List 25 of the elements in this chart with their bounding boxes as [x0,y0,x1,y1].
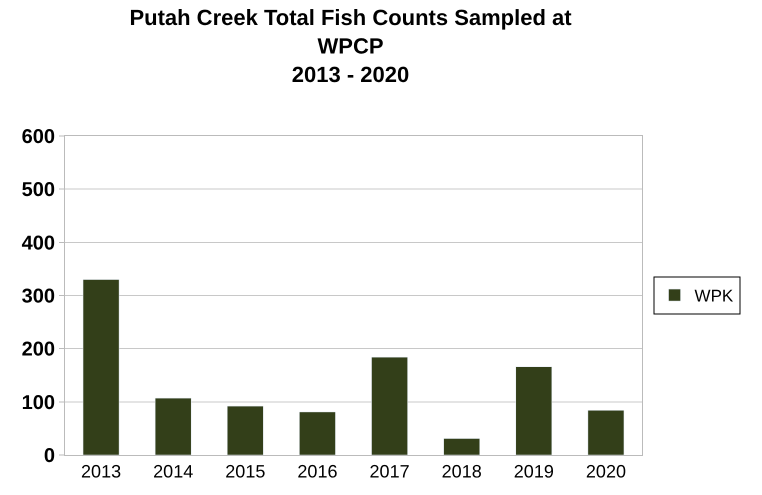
x-tick-label: 2019 [514,462,554,482]
x-tick-label: 2020 [586,462,626,482]
y-tick-label: 500 [22,179,55,202]
x-tick-label: 2015 [225,462,266,482]
bar [82,279,120,455]
y-tick-label: 600 [22,126,55,148]
x-tick-label: 2017 [370,462,410,482]
legend-label: WPK [694,286,734,306]
y-tick-label: 400 [22,232,55,254]
bar [588,410,624,455]
y-tick-label: 100 [22,392,55,414]
bar [516,366,552,455]
bar [154,398,192,455]
chart-title: Putah Creek Total Fish Counts Sampled at WPCP 2013 - 2020 [129,4,572,87]
bar [299,412,336,455]
y-tick-label: 300 [22,286,55,308]
y-tick-label: 0 [44,445,55,467]
bar [443,438,480,455]
bar [227,406,264,455]
x-tick-label: 2016 [297,462,338,482]
x-tick-label: 2018 [442,462,482,482]
y-tick-label: 200 [22,338,55,361]
x-tick-label: 2013 [81,462,122,482]
bar [371,356,408,455]
x-tick-label: 2014 [153,462,194,482]
